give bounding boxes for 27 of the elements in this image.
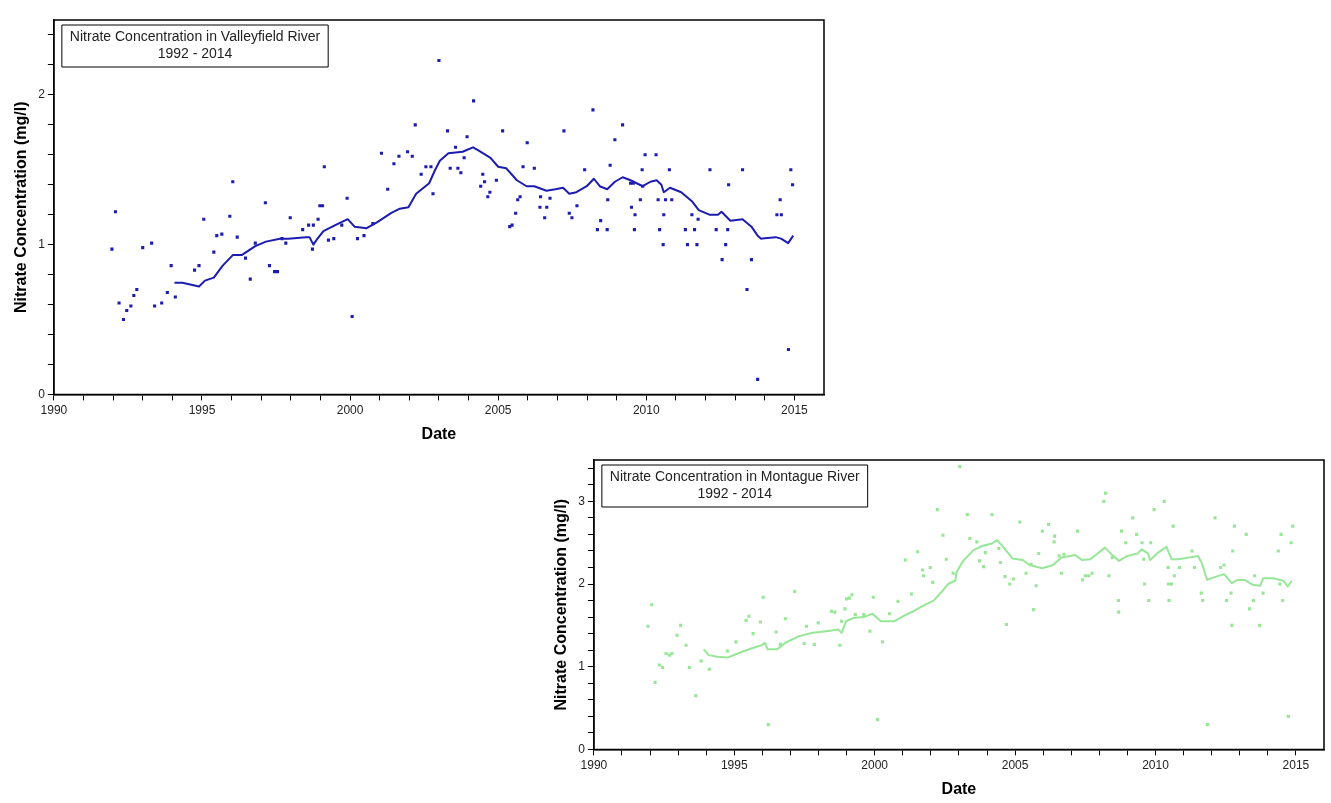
x-tick-label: 2015 <box>781 402 809 417</box>
y-tick-label: 2 <box>578 576 586 591</box>
y-tick-label: 1 <box>578 659 586 674</box>
x-tick-label: 2000 <box>861 757 889 772</box>
y-axis-title: Nitrate Concentration (mg/l) <box>552 498 570 711</box>
y-tick-label: 1 <box>38 236 46 251</box>
x-tick-label: 2010 <box>1142 757 1170 772</box>
x-tick-label: 2010 <box>632 402 660 417</box>
y-tick-label: 3 <box>578 493 586 508</box>
x-tick-label: 2005 <box>1001 757 1029 772</box>
x-axis-title: Date <box>421 424 457 442</box>
x-tick-label: 1995 <box>188 402 216 417</box>
y-tick-label: 0 <box>38 386 46 401</box>
y-tick-label: 2 <box>38 87 46 102</box>
x-tick-label: 1990 <box>40 402 68 417</box>
text: 1992 - 2014 <box>697 484 773 501</box>
x-axis-title: Date <box>941 779 977 797</box>
y-axis-title: Nitrate Concentration (mg/l) <box>12 101 30 313</box>
x-tick-label: 2000 <box>336 402 364 417</box>
x-tick-label: 2015 <box>1282 757 1310 772</box>
text: Nitrate Concentration in Montague River <box>609 467 860 484</box>
text: 1992 - 2014 <box>157 44 233 61</box>
x-tick-label: 1995 <box>720 757 748 772</box>
text: Nitrate Concentration in Valleyfield River <box>69 27 321 44</box>
x-tick-label: 1990 <box>580 757 608 772</box>
x-tick-label: 2005 <box>484 402 512 417</box>
y-tick-label: 0 <box>578 741 586 756</box>
